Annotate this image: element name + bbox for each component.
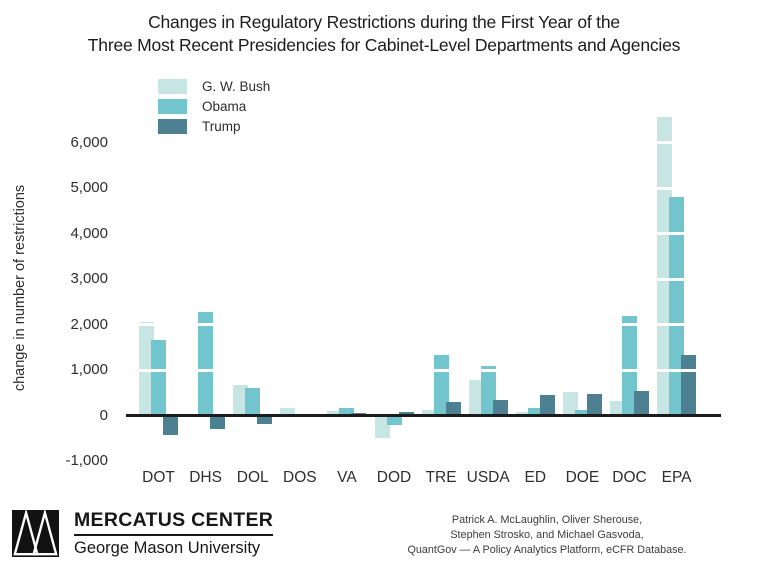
bar-obama-doc [622, 316, 637, 416]
x-label-doe: DOE [565, 469, 600, 486]
chart-title: Changes in Regulatory Restrictions durin… [10, 11, 758, 58]
gridline-3000 [126, 277, 721, 281]
attribution-line3: QuantGov — A Policy Analytics Platform, … [407, 543, 687, 556]
bar-trump-ed [539, 395, 555, 416]
legend-item-trump: Trump [158, 119, 270, 134]
bar-obama-ed [527, 408, 543, 416]
bar-obama-dhs [198, 311, 214, 416]
y-tick-4000: 4,000 [70, 224, 108, 242]
attribution-line1: Patrick A. McLaughlin, Oliver Sherouse, [451, 514, 643, 526]
y-tick-3000: 3,000 [70, 270, 108, 287]
bar-trump-epa [681, 354, 697, 416]
bar-g-w-bush-dos [280, 407, 296, 416]
bar-g-w-bush-epa [657, 117, 673, 416]
mercatus-logo-divider [74, 533, 274, 536]
bar-obama-usda [480, 365, 496, 416]
x-label-dot: DOT [142, 469, 175, 486]
x-label-dol: DOL [236, 469, 269, 486]
chart-title-line1: Changes in Regulatory Restrictions durin… [148, 12, 620, 32]
y-tick-5000: 5,000 [70, 179, 108, 196]
legend-label-obama: Obama [202, 99, 247, 114]
legend-swatch-bush-icon [158, 79, 187, 94]
bar-obama-dod [386, 415, 402, 426]
attribution-line2: Stephen Strosko, and Michael Gasvoda, [450, 528, 644, 541]
x-label-usda: USDA [466, 469, 510, 486]
y-tick-1000: 1,000 [70, 361, 108, 378]
y-tick-6000: 6,000 [70, 133, 108, 151]
legend-item-obama: Obama [158, 99, 270, 114]
attribution-text: Patrick A. McLaughlin, Oliver Sherouse, … [382, 513, 712, 558]
gridline-4000 [126, 232, 721, 235]
bar-trump-dot [163, 415, 178, 436]
gridline-2000 [126, 323, 721, 326]
x-label-doc: DOC [612, 469, 647, 486]
x-axis-line [126, 414, 721, 417]
mercatus-logo: MERCATUS CENTER George Mason University [8, 509, 274, 557]
bar-obama-doe [574, 410, 590, 416]
gridline-6000 [126, 141, 721, 144]
bar-g-w-bush-usda [468, 379, 484, 416]
bar-obama-epa [669, 197, 685, 416]
bar-obama-dot [151, 340, 166, 416]
y-tick-2000: 2,000 [70, 315, 108, 333]
x-label-epa: EPA [661, 469, 692, 486]
x-label-dod: DOD [376, 469, 412, 486]
bar-obama-va [339, 408, 355, 416]
bar-g-w-bush-tre [421, 410, 437, 416]
mercatus-triangles-icon [12, 510, 59, 557]
bar-trump-doe [586, 394, 602, 416]
legend-item-bush: G. W. Bush [158, 79, 270, 94]
bar-trump-usda [492, 400, 508, 416]
x-label-ed: ED [524, 469, 547, 486]
x-label-dos: DOS [283, 469, 317, 486]
mercatus-logo-org: MERCATUS CENTER [74, 509, 274, 532]
x-label-dhs: DHS [189, 469, 222, 486]
bar-g-w-bush-doe [562, 392, 578, 416]
bar-g-w-bush-ed [515, 412, 531, 416]
chart-title-line2: Three Most Recent Presidencies for Cabin… [87, 35, 681, 56]
legend-label-trump: Trump [202, 119, 241, 134]
mercatus-logo-text: MERCATUS CENTER George Mason University [74, 509, 274, 557]
legend-swatch-trump-icon [158, 119, 187, 134]
bar-obama-dol [245, 388, 261, 416]
x-label-va: VA [337, 469, 357, 486]
bar-g-w-bush-dol [233, 385, 249, 416]
y-tick--1000: -1,000 [65, 452, 108, 469]
bar-g-w-bush-dod [374, 415, 390, 439]
legend-label-bush: G. W. Bush [202, 79, 271, 94]
bar-g-w-bush-va [327, 411, 343, 416]
bar-trump-doc [634, 391, 649, 416]
bar-trump-dol [257, 415, 273, 425]
bar-g-w-bush-doc [610, 401, 625, 416]
bar-trump-dhs [210, 415, 226, 430]
x-label-tre: TRE [425, 469, 457, 486]
bar-trump-tre [445, 402, 461, 416]
mercatus-logo-university: George Mason University [74, 538, 261, 557]
gridline-5000 [126, 186, 721, 190]
legend: G. W. Bush Obama Trump [158, 79, 270, 139]
gridline-1000 [126, 368, 721, 372]
y-tick-0: 0 [99, 406, 108, 424]
legend-swatch-obama-icon [158, 99, 187, 114]
bar-trump-dod [398, 411, 414, 416]
